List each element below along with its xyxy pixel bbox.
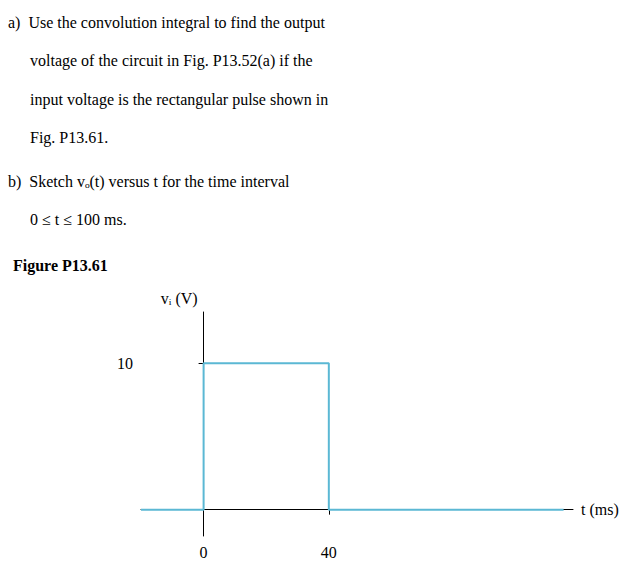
svg-text:t (ms): t (ms) <box>581 501 619 519</box>
svg-text:voltage of the circuit in Fig.: voltage of the circuit in Fig. P13.52(a)… <box>30 52 313 70</box>
svg-text:a) Use the convolution integra: a) Use the convolution integral to find … <box>8 14 325 32</box>
svg-text:vᵢ (V): vᵢ (V) <box>161 290 198 308</box>
svg-text:b) Sketch vₒ(t) versus t for t: b) Sketch vₒ(t) versus t for the time in… <box>8 173 290 191</box>
svg-text:0 ≤ t ≤ 100 ms.: 0 ≤ t ≤ 100 ms. <box>30 211 127 228</box>
svg-text:input voltage is the rectangul: input voltage is the rectangular pulse s… <box>30 91 328 109</box>
svg-text:Figure P13.61: Figure P13.61 <box>13 257 108 275</box>
svg-text:40: 40 <box>321 544 337 561</box>
svg-text:Fig. P13.61.: Fig. P13.61. <box>30 129 108 147</box>
svg-text:10: 10 <box>117 355 133 372</box>
svg-text:0: 0 <box>200 544 208 561</box>
